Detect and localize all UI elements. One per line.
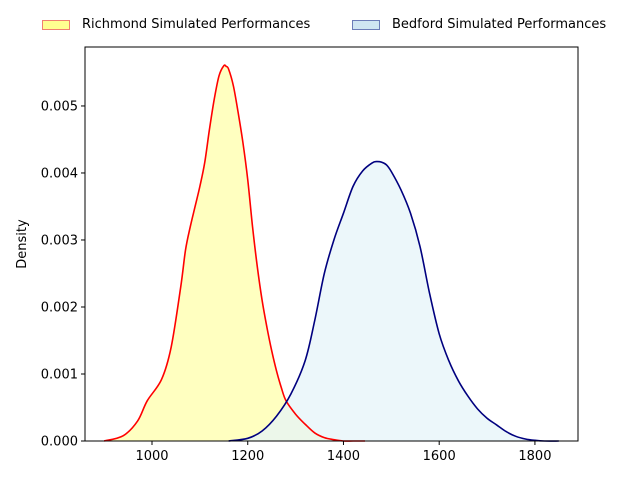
- legend: Richmond Simulated Performances Bedford …: [0, 17, 640, 39]
- legend-label-richmond: Richmond Simulated Performances: [82, 17, 311, 32]
- y-tick-label: 0.005: [41, 99, 78, 114]
- legend-item-richmond: Richmond Simulated Performances: [42, 17, 310, 32]
- legend-swatch-bedford: [352, 19, 380, 30]
- x-tick-label: 1800: [518, 449, 551, 464]
- density-areas: [104, 65, 559, 442]
- y-axis-label: Density: [15, 219, 30, 269]
- x-tick-label: 1000: [135, 449, 168, 464]
- plot-frame: [84, 46, 579, 442]
- x-axis-ticks: 1000 1200 1400 1600 1800: [135, 441, 551, 464]
- y-axis-ticks: 0.000 0.001 0.002 0.003 0.004 0.005: [41, 99, 85, 450]
- density-area-bedford: [228, 161, 559, 442]
- y-tick-label: 0.001: [41, 367, 78, 382]
- y-tick-label: 0.003: [41, 233, 78, 248]
- y-tick-label: 0.004: [41, 166, 78, 181]
- density-lines: [103, 64, 559, 442]
- y-tick-label: 0.000: [41, 435, 78, 450]
- legend-swatch-richmond: [42, 19, 70, 30]
- density-line-richmond: [103, 64, 365, 442]
- x-tick-label: 1600: [423, 449, 456, 464]
- density-line-bedford: [228, 160, 559, 442]
- x-tick-label: 1200: [231, 449, 264, 464]
- y-tick-label: 0.002: [41, 300, 78, 315]
- x-tick-label: 1400: [327, 449, 360, 464]
- legend-item-bedford: Bedford Simulated Performances: [352, 17, 606, 32]
- legend-label-bedford: Bedford Simulated Performances: [392, 17, 607, 32]
- density-area-richmond: [104, 65, 366, 442]
